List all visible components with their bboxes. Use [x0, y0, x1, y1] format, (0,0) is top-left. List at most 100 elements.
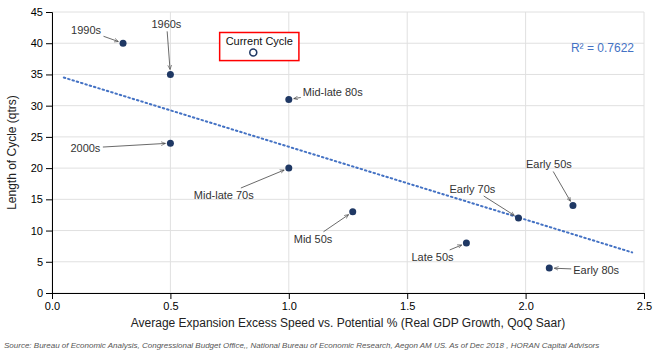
x-axis: 0.0 0.5 1.0 1.5 2.0 2.5	[45, 293, 652, 312]
tick-mark	[407, 293, 408, 299]
point-label: Mid 50s	[294, 233, 333, 245]
tick-mark	[46, 43, 52, 44]
tick-mark	[170, 293, 171, 299]
annotation-arrow	[167, 31, 170, 69]
tick: 0.5	[163, 293, 178, 312]
tick: 0	[37, 287, 52, 299]
point	[463, 240, 470, 247]
tick: 15	[31, 193, 52, 205]
tick: 1.5	[400, 293, 415, 312]
marks	[64, 40, 632, 272]
tick: 45	[31, 6, 52, 18]
tick: 30	[31, 100, 52, 112]
tick-label: 30	[31, 100, 43, 112]
grid-line-x	[525, 12, 526, 293]
tick-label: 25	[31, 131, 43, 143]
tick-label: 40	[31, 37, 43, 49]
annotation-arrow	[103, 143, 166, 147]
annotation-arrow	[241, 170, 284, 188]
tick-label: 2.5	[637, 300, 652, 312]
point-labels: 1990s1960s2000sMid-late 80sMid-late 70sM…	[70, 18, 619, 276]
grid-line-x	[407, 12, 408, 293]
tick-mark	[46, 262, 52, 263]
grid-line-y	[52, 136, 644, 137]
point	[120, 40, 127, 47]
tick-mark	[46, 168, 52, 169]
point-label: Mid-late 80s	[303, 86, 363, 98]
grid-line-x	[644, 12, 645, 293]
tick: 40	[31, 37, 52, 49]
marks-top	[250, 49, 257, 56]
point	[515, 215, 522, 222]
annotation-arrow	[104, 36, 119, 41]
point-label: 1990s	[71, 24, 101, 36]
tick: 2.0	[518, 293, 533, 312]
point-label: 1960s	[151, 18, 181, 30]
tick-label: 0.5	[163, 300, 178, 312]
point	[349, 208, 356, 215]
trendline	[64, 78, 632, 253]
y-axis: 0 5 10 15 20 25 30 35 40 45	[31, 6, 53, 299]
tick-label: 35	[31, 68, 43, 80]
point	[285, 96, 292, 103]
tick-mark	[644, 293, 645, 299]
point	[285, 165, 292, 172]
point	[167, 140, 174, 147]
tick-label: 1.0	[282, 300, 297, 312]
point-label: Early 80s	[573, 264, 619, 276]
current-cycle-point	[250, 49, 257, 56]
tick: 5	[37, 256, 52, 268]
point	[546, 265, 553, 272]
grid-line-x	[170, 12, 171, 293]
tick: 1.0	[282, 293, 297, 312]
tick-mark	[46, 74, 52, 75]
tick: 35	[31, 68, 52, 80]
tick: 2.5	[637, 293, 652, 312]
grid-line-y	[52, 105, 644, 106]
axis-domain	[53, 294, 645, 300]
annotation-arrow	[553, 171, 570, 201]
point	[569, 202, 576, 209]
tick-mark	[46, 199, 52, 200]
current-cycle: Current Cycle	[220, 32, 299, 60]
tick: 20	[31, 162, 52, 174]
tick-mark	[46, 106, 52, 107]
grid-line-y	[52, 199, 644, 200]
r-squared: R² = 0.7622	[571, 41, 634, 55]
grid-line-y	[52, 43, 644, 44]
current-cycle-label: Current Cycle	[226, 35, 293, 47]
tick-label: 45	[31, 6, 43, 18]
tick-label: 0.0	[45, 300, 60, 312]
point-label: Early 70s	[449, 183, 495, 195]
tick-mark	[46, 137, 52, 138]
tick-mark	[526, 293, 527, 299]
grid-line-y	[52, 12, 644, 13]
tick-label: 20	[31, 162, 43, 174]
tick-label: 1.5	[400, 300, 415, 312]
tick-mark	[46, 231, 52, 232]
point	[167, 71, 174, 78]
tick-label: 0	[37, 287, 43, 299]
grid-line-y	[52, 261, 644, 262]
annotation-arrow	[324, 215, 349, 232]
grid-line-y	[52, 74, 644, 75]
y-axis-title: Length of Cycle (qtrs)	[5, 95, 19, 210]
tick-label: 10	[31, 225, 43, 237]
annotation-arrow	[294, 97, 301, 98]
tick: 10	[31, 225, 52, 237]
chart: 0.0 0.5 1.0 1.5 2.0 2.5 0 5 10 15 20 25 30 35 40 45 Aver…	[0, 0, 658, 353]
current-cycle-box	[220, 32, 299, 60]
tick: 0.0	[45, 293, 60, 312]
tick-label: 15	[31, 193, 43, 205]
tick: 25	[31, 131, 52, 143]
point-label: Mid-late 70s	[194, 189, 254, 201]
x-axis-title: Average Expansion Excess Speed vs. Poten…	[131, 316, 565, 330]
annotation-arrow	[554, 268, 571, 270]
tick-mark	[46, 12, 52, 13]
axis-domain	[46, 13, 53, 294]
annotation-arrow	[450, 245, 462, 250]
plot: 0.0 0.5 1.0 1.5 2.0 2.5 0 5 10 15 20 25 30 35 40 45 Aver…	[5, 6, 652, 330]
source: Source: Bureau of Economic Analysis, Con…	[4, 341, 599, 350]
annotation-arrow	[484, 196, 515, 215]
tick-mark	[46, 293, 52, 294]
